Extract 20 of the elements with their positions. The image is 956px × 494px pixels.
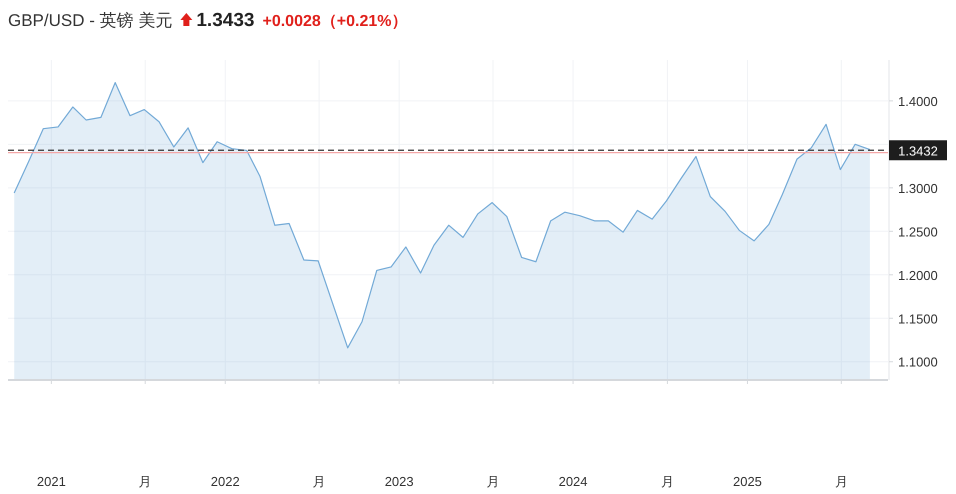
- x-tick-label: 月: [312, 474, 326, 489]
- chart-title: GBP/USD - 英镑 美元: [8, 11, 172, 30]
- x-tick-label: 2024: [558, 474, 588, 489]
- text: 1.3433: [196, 10, 254, 31]
- y-tick-label: 1.1500: [898, 311, 938, 326]
- y-tick-label: 1.2000: [898, 268, 938, 283]
- x-tick-label: 月: [660, 474, 674, 489]
- x-tick-label: 2021: [36, 474, 66, 489]
- x-tick-label: 2023: [384, 474, 414, 489]
- y-tick-label: 1.2500: [898, 224, 938, 240]
- y-tick-label: 1.4000: [898, 94, 938, 109]
- text: +0.0028（+0.21%）: [262, 13, 408, 30]
- x-tick-label: 2025: [732, 474, 762, 489]
- x-tick-label: 月: [138, 474, 152, 489]
- y-tick-label: 1.3000: [898, 180, 938, 196]
- ref-line-label: 1.3432: [898, 143, 938, 158]
- y-tick-label: 1.1000: [898, 354, 938, 370]
- x-tick-label: 月: [486, 474, 500, 489]
- x-tick-label: 2022: [210, 474, 240, 489]
- x-tick-label: 月: [834, 474, 848, 489]
